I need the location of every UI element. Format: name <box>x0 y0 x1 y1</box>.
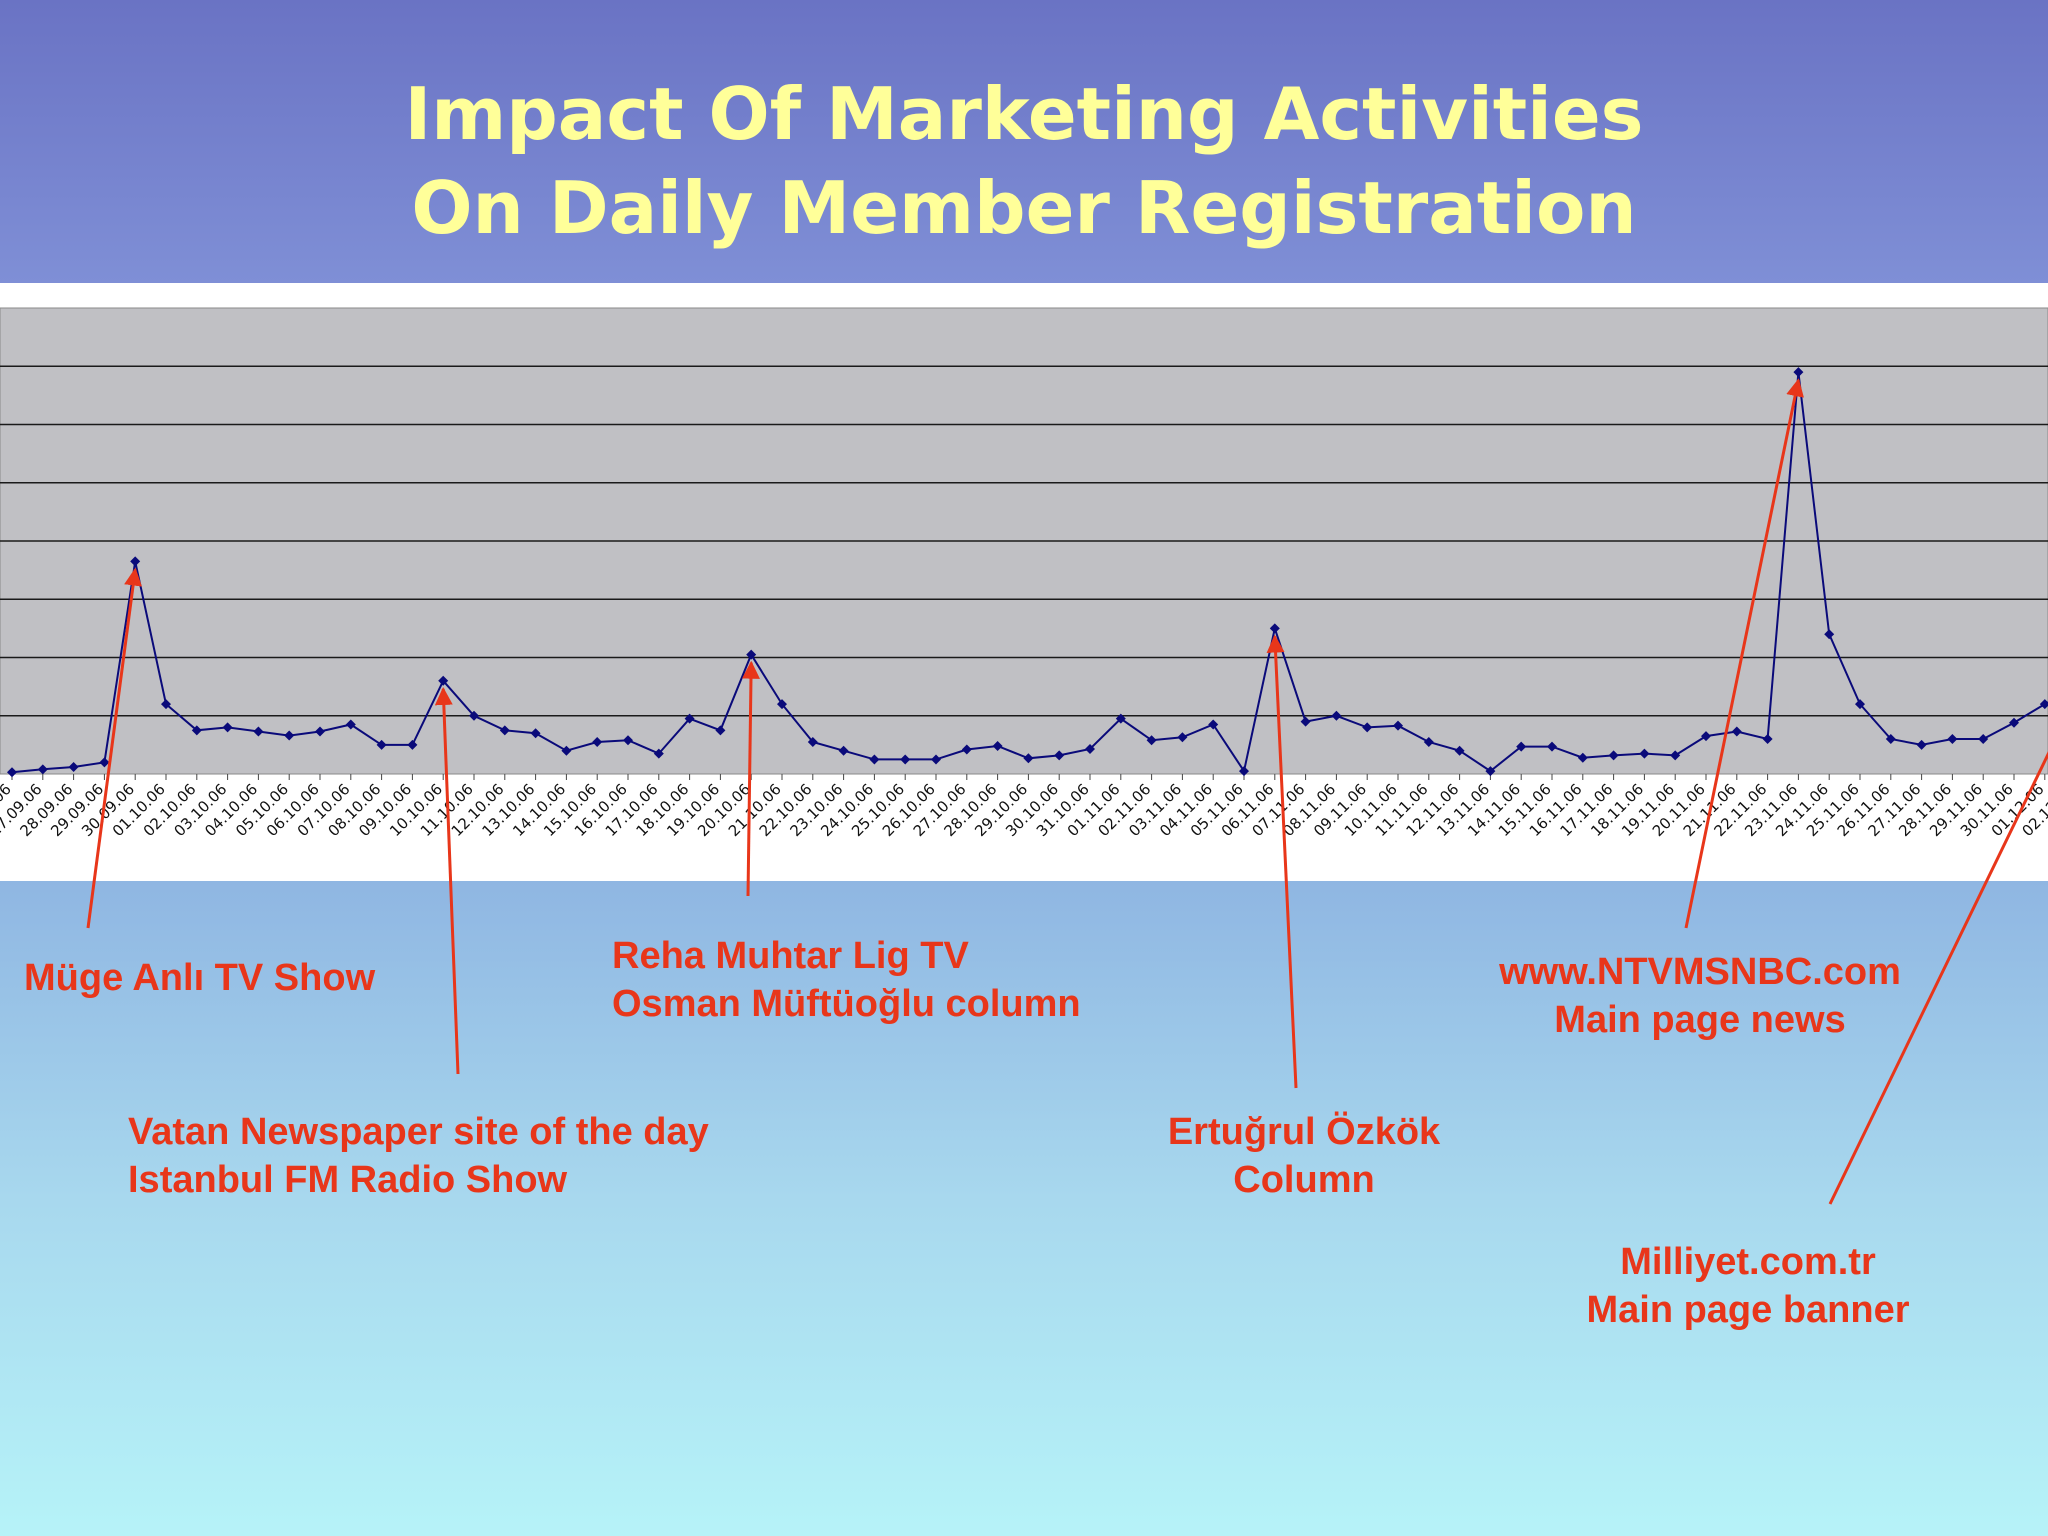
data-point <box>1916 739 1927 750</box>
data-point <box>1731 726 1742 737</box>
data-point <box>684 713 695 724</box>
annotation-line: Main page news <box>1554 999 1846 1041</box>
data-point <box>2039 699 2048 710</box>
data-point <box>1701 731 1711 742</box>
data-point <box>1300 716 1311 727</box>
data-point <box>1423 736 1434 747</box>
data-point <box>592 736 603 747</box>
annotation-arrow <box>434 687 460 1075</box>
data-point <box>315 726 325 737</box>
data-point <box>1177 732 1188 743</box>
data-point <box>961 744 972 755</box>
data-point <box>1577 752 1588 763</box>
data-point <box>1947 734 1958 745</box>
data-point <box>1454 745 1465 756</box>
data-point <box>1824 629 1835 640</box>
data-point <box>1762 734 1773 745</box>
annotation-milliyet: Milliyet.com.tr Main page banner <box>1568 1238 1928 1334</box>
data-point <box>2009 717 2019 728</box>
annotation-line: Müge Anlı TV Show <box>24 957 376 999</box>
annotation-line: Ertuğrul Özkök <box>1167 1111 1441 1153</box>
data-point <box>1146 735 1157 746</box>
data-point <box>1547 741 1557 752</box>
data-point <box>1608 750 1619 761</box>
data-point <box>407 739 418 750</box>
annotation-muge-anli: Müge Anlı TV Show <box>24 954 375 1002</box>
data-point <box>1239 766 1249 777</box>
data-point <box>284 730 295 741</box>
data-point <box>469 710 479 721</box>
data-point <box>530 728 541 739</box>
annotation-line: Main page banner <box>1586 1289 1910 1331</box>
annotation-line: Column <box>1233 1159 1375 1201</box>
annotation-arrow <box>1266 634 1298 1089</box>
data-point <box>253 726 264 737</box>
data-point <box>869 754 880 765</box>
data-point <box>99 757 110 768</box>
annotation-ntvmsnbc: www.NTVMSNBC.com Main page news <box>1480 948 1920 1044</box>
data-point <box>561 745 572 756</box>
data-point <box>68 762 79 773</box>
data-point <box>623 735 633 746</box>
data-point <box>1331 710 1342 721</box>
data-point <box>746 649 757 660</box>
data-point <box>7 767 17 778</box>
data-point <box>931 754 941 765</box>
data-point <box>191 725 202 736</box>
data-point <box>992 741 1003 752</box>
data-point <box>376 739 387 750</box>
annotation-line: Istanbul FM Radio Show <box>128 1159 568 1201</box>
annotation-reha-muhtar: Reha Muhtar Lig TV Osman Müftüoğlu colum… <box>612 932 1081 1028</box>
data-point <box>1362 722 1373 733</box>
annotation-arrow <box>741 660 760 897</box>
data-point <box>1885 734 1896 745</box>
data-point <box>715 725 726 736</box>
annotation-line: Milliyet.com.tr <box>1620 1241 1876 1283</box>
data-point <box>1208 719 1219 730</box>
data-point <box>1516 741 1527 752</box>
data-point <box>1023 753 1034 764</box>
annotation-line: Reha Muhtar Lig TV <box>612 935 969 977</box>
data-point <box>37 764 48 775</box>
annotation-line: www.NTVMSNBC.com <box>1499 951 1901 993</box>
data-point <box>1485 766 1496 777</box>
data-point <box>1855 699 1865 710</box>
annotation-line: Vatan Newspaper site of the day <box>128 1111 709 1153</box>
data-point <box>1269 623 1280 634</box>
data-point <box>807 736 818 747</box>
annotation-ertugrul-ozkok: Ertuğrul Özkök Column <box>1154 1108 1454 1204</box>
data-point <box>1670 750 1681 761</box>
data-point <box>1393 720 1403 731</box>
slide-title-line-1: Impact Of Marketing Activities <box>404 72 1644 156</box>
data-point <box>1085 743 1095 754</box>
annotation-line: Osman Müftüoğlu column <box>612 983 1081 1025</box>
slide-title-line-2: On Daily Member Registration <box>411 166 1637 250</box>
annotation-arrow <box>86 567 143 929</box>
annotation-vatan-istanbul-fm: Vatan Newspaper site of the day Istanbul… <box>128 1108 709 1204</box>
data-point <box>438 675 449 686</box>
data-point <box>345 719 356 730</box>
data-point <box>222 722 233 733</box>
slide-header: Impact Of Marketing Activities On Daily … <box>0 0 2048 283</box>
data-point <box>1793 367 1804 378</box>
data-point <box>653 748 664 759</box>
annotation-arrow <box>1828 751 2048 1205</box>
data-point <box>1054 750 1065 761</box>
data-point <box>1115 713 1126 724</box>
data-point <box>777 699 787 710</box>
data-point <box>838 745 849 756</box>
registration-series-line <box>11 371 2048 774</box>
data-point <box>1639 748 1650 759</box>
data-point <box>130 556 141 567</box>
data-point <box>900 754 911 765</box>
data-point <box>161 699 171 710</box>
annotation-arrow <box>1684 378 1804 929</box>
data-point <box>499 725 510 736</box>
data-point <box>1978 734 1989 745</box>
